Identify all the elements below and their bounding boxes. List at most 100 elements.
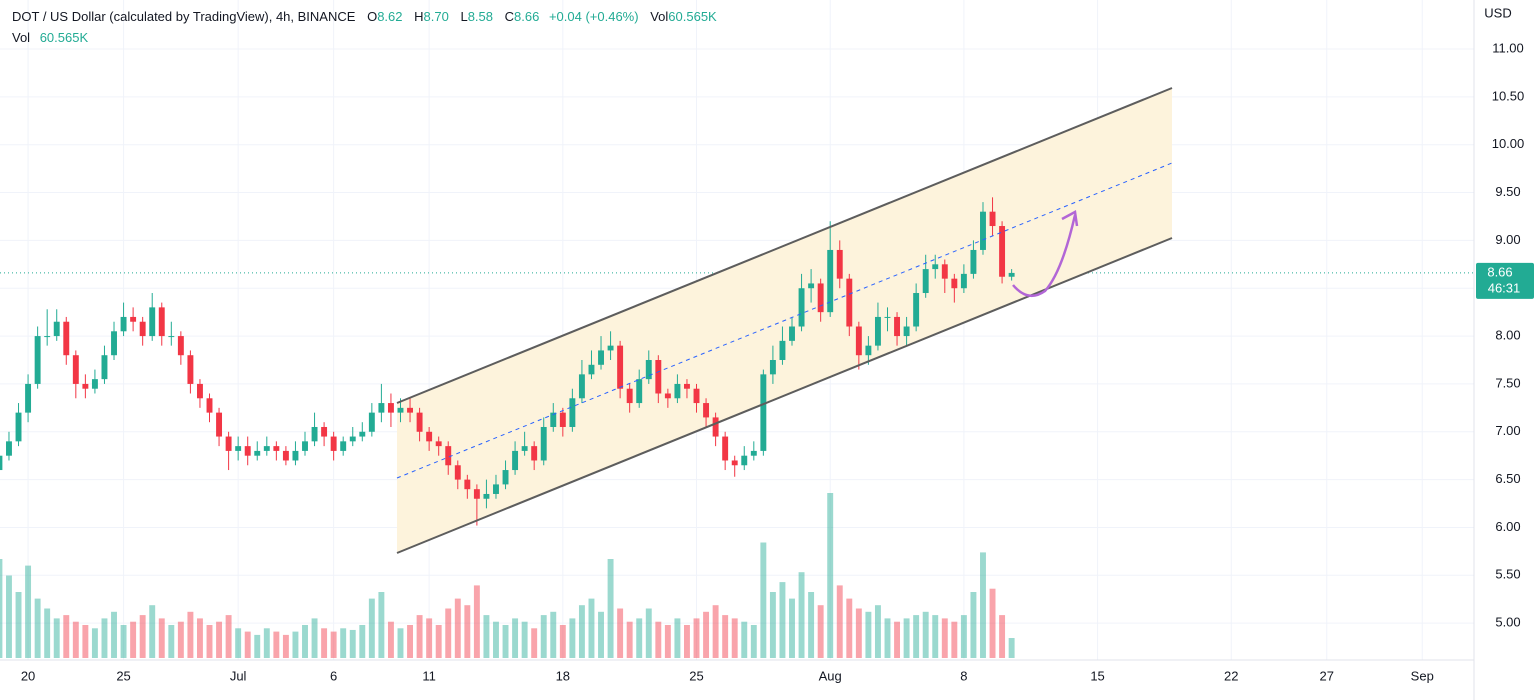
- candle-body: [684, 383, 690, 389]
- volume-bar: [722, 615, 729, 658]
- volume-bar: [712, 605, 719, 658]
- x-tick-label: 11: [422, 668, 436, 683]
- y-tick-label: 5.50: [1495, 567, 1520, 582]
- volume-bar: [72, 621, 79, 658]
- y-tick-label: 11.00: [1492, 40, 1524, 55]
- volume-bar: [426, 618, 433, 658]
- volume-bar: [684, 625, 690, 658]
- candle-body: [769, 360, 776, 375]
- volume-layer: [0, 493, 1015, 658]
- candle-body: [578, 374, 585, 399]
- candle-body: [464, 479, 471, 490]
- candle-body: [903, 326, 910, 337]
- candle-body: [741, 455, 748, 466]
- candle-body: [235, 446, 242, 451]
- y-tick-label: 9.00: [1495, 232, 1520, 247]
- candle-body: [139, 321, 146, 337]
- legend-value: 60.565K: [39, 30, 89, 45]
- volume-bar: [6, 575, 12, 658]
- candle-body: [321, 426, 328, 437]
- legend-value: 60.565K: [668, 9, 717, 24]
- volume-bar: [894, 621, 901, 658]
- volume-bar: [416, 615, 423, 658]
- last-price-box: [1476, 262, 1534, 299]
- symbol-title: DOT / US Dollar (calculated by TradingVi…: [12, 9, 356, 24]
- volume-bar: [311, 618, 318, 658]
- candle-body: [397, 407, 404, 413]
- candle-body: [808, 283, 815, 289]
- volume-bar: [139, 615, 146, 658]
- legend-value: 8.62: [377, 9, 403, 24]
- candle-body: [63, 321, 70, 356]
- candle-body: [999, 226, 1006, 277]
- volume-bar: [674, 618, 681, 658]
- legend-value: 8.66: [514, 9, 540, 24]
- candle-body: [626, 388, 633, 404]
- candle-body: [206, 398, 213, 413]
- candle-body: [760, 374, 767, 451]
- volume-bar: [397, 628, 404, 658]
- volume-bar: [731, 618, 738, 658]
- candle-body: [282, 450, 289, 461]
- x-tick-label: 25: [116, 668, 130, 683]
- volume-bar: [206, 625, 213, 658]
- candle-body: [846, 278, 853, 327]
- candle-body: [445, 446, 452, 466]
- volume-bar: [808, 592, 815, 658]
- volume-bar: [282, 634, 289, 658]
- candle-body: [894, 316, 901, 337]
- candle-body: [196, 383, 203, 399]
- candle-body: [111, 331, 117, 356]
- volume-bar: [321, 628, 328, 658]
- channel-median: [396, 162, 1173, 479]
- candle-body: [6, 441, 12, 456]
- volume-bar: [359, 625, 366, 658]
- x-tick-label: 20: [21, 668, 35, 683]
- candle-body: [865, 345, 872, 356]
- price-axis-bg: [1474, 0, 1536, 700]
- candle-body: [722, 436, 729, 461]
- volume-bar: [932, 615, 939, 658]
- candle-body: [82, 383, 89, 389]
- volume-bar: [769, 592, 776, 658]
- legend-key: Vol: [12, 30, 31, 45]
- candle-body: [407, 407, 413, 413]
- volume-bar: [913, 615, 920, 658]
- candle-body: [836, 249, 843, 279]
- candle-body: [932, 264, 939, 270]
- volume-bar: [101, 618, 108, 658]
- time-axis-bg: [0, 660, 1474, 700]
- candle-body: [855, 326, 862, 356]
- channel-upper: [396, 87, 1173, 404]
- volume-bar: [387, 621, 394, 658]
- volume-bar: [502, 625, 509, 658]
- volume-bar: [464, 605, 471, 658]
- volume-bar: [531, 628, 538, 658]
- candle-body: [168, 336, 175, 338]
- y-tick-label: 8.00: [1495, 328, 1520, 343]
- volume-bar: [512, 618, 519, 658]
- candle-body: [216, 412, 223, 437]
- y-axis-label: USD: [1484, 5, 1511, 20]
- volume-bar: [999, 615, 1006, 658]
- volume-bar: [0, 559, 3, 658]
- volume-bar: [569, 618, 576, 658]
- volume-bar: [445, 608, 452, 658]
- candle-body: [292, 450, 299, 461]
- volume-bar: [645, 608, 652, 658]
- x-tick-label: 27: [1320, 668, 1334, 683]
- volume-bar: [254, 634, 261, 658]
- candle-body: [25, 383, 32, 413]
- volume-bar: [521, 621, 528, 658]
- volume-bar: [82, 625, 89, 658]
- legend-volume: Vol 60.565K: [12, 30, 88, 45]
- volume-bar: [378, 592, 385, 658]
- candle-body: [827, 249, 834, 313]
- candle-body: [607, 345, 614, 351]
- volume-bar: [626, 621, 633, 658]
- volume-bar: [607, 559, 614, 658]
- candle-body: [617, 345, 624, 389]
- forecast-arrow: [1012, 214, 1077, 298]
